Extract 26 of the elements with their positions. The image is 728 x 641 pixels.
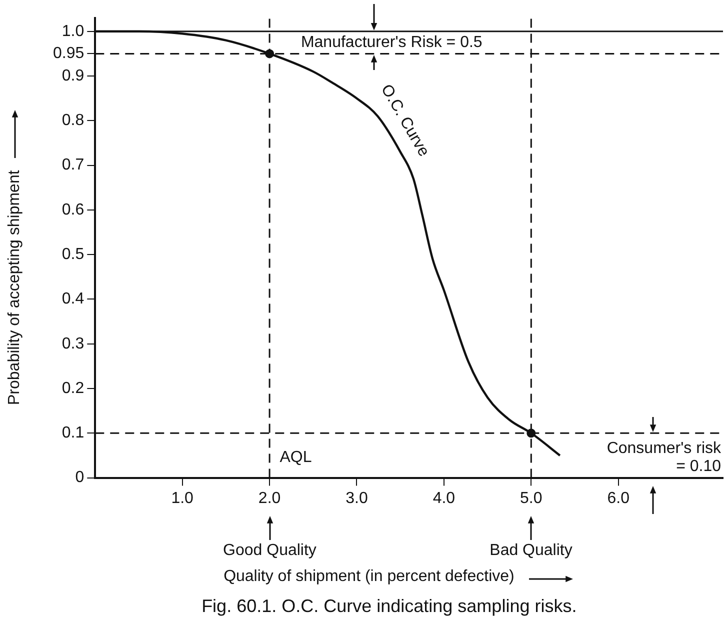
y-tick-label: 0.9 xyxy=(62,67,84,84)
x-tick-label: 1.0 xyxy=(171,490,194,507)
y-tick-label: 0.3 xyxy=(62,335,84,352)
y-tick-label: 0.4 xyxy=(62,290,84,308)
x-tick-label: 4.0 xyxy=(432,490,456,507)
y-tick-label: 0.8 xyxy=(62,112,84,130)
text: Bad Quality xyxy=(490,542,572,560)
x-tick-label: 6.0 xyxy=(607,490,630,507)
x-tick-label: 3.0 xyxy=(346,490,368,507)
x-tick-label: 5.0 xyxy=(520,490,542,507)
y-tick-label: 0.5 xyxy=(62,246,84,263)
annotation: AQL xyxy=(280,449,312,466)
text: Fig. 60.1. O.C. Curve indicating sampling risks. xyxy=(202,596,577,617)
text: Good Quality xyxy=(223,542,316,560)
y-tick-label: 0.95 xyxy=(53,45,84,62)
annotation: Manufacturer's Risk = 0.5 xyxy=(300,34,482,51)
y-tick-label: 0.2 xyxy=(62,380,84,397)
x-axis-title: Quality of shipment (in percent defective) xyxy=(224,568,514,586)
y-tick-label: 0.6 xyxy=(62,201,84,218)
y-tick-label: 0.7 xyxy=(62,156,84,174)
y-tick-label: 1.0 xyxy=(62,22,84,40)
y-tick-label: 0.1 xyxy=(62,424,84,442)
annotation: Consumer's risk = 0.10 xyxy=(606,440,722,476)
x-tick-label: 2.0 xyxy=(258,490,281,507)
y-axis-title: Probability of accepting shipment xyxy=(6,170,24,406)
y-tick-label: 0 xyxy=(75,469,84,486)
